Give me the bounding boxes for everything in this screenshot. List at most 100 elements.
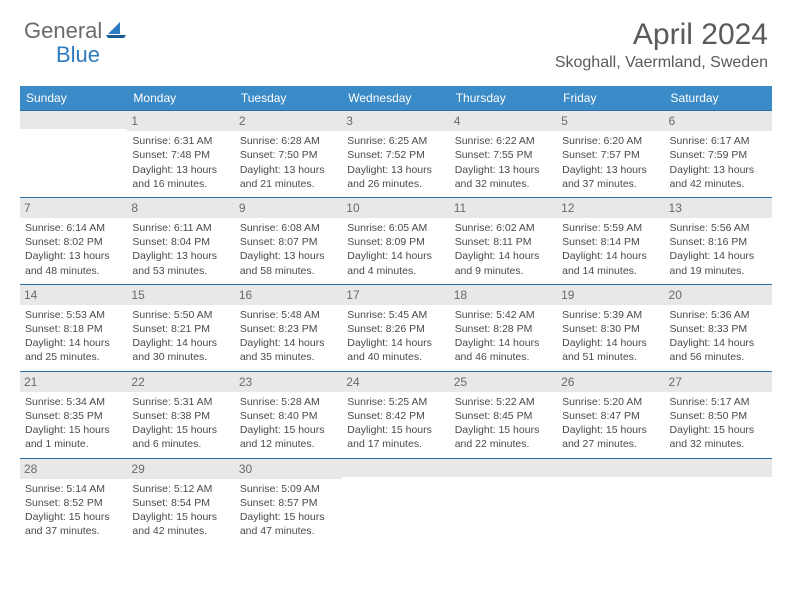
sunrise-text: Sunrise: 5:25 AM bbox=[347, 395, 444, 409]
calendar-cell: 16Sunrise: 5:48 AMSunset: 8:23 PMDayligh… bbox=[235, 284, 342, 371]
daylight-text: Daylight: 15 hours and 6 minutes. bbox=[132, 423, 229, 451]
sunset-text: Sunset: 8:38 PM bbox=[132, 409, 229, 423]
day-info: Sunrise: 5:09 AMSunset: 8:57 PMDaylight:… bbox=[239, 482, 338, 539]
day-number: 6 bbox=[665, 111, 772, 131]
daylight-text: Daylight: 15 hours and 32 minutes. bbox=[670, 423, 767, 451]
daylight-text: Daylight: 14 hours and 4 minutes. bbox=[347, 249, 444, 277]
sunrise-text: Sunrise: 5:48 AM bbox=[240, 308, 337, 322]
calendar-cell bbox=[20, 111, 127, 198]
daylight-text: Daylight: 14 hours and 14 minutes. bbox=[562, 249, 659, 277]
sunrise-text: Sunrise: 5:45 AM bbox=[347, 308, 444, 322]
day-number bbox=[342, 459, 449, 477]
sunrise-text: Sunrise: 5:34 AM bbox=[25, 395, 122, 409]
daylight-text: Daylight: 15 hours and 42 minutes. bbox=[132, 510, 229, 538]
day-number: 8 bbox=[127, 198, 234, 218]
day-number: 5 bbox=[557, 111, 664, 131]
calendar-cell: 17Sunrise: 5:45 AMSunset: 8:26 PMDayligh… bbox=[342, 284, 449, 371]
day-info: Sunrise: 6:08 AMSunset: 8:07 PMDaylight:… bbox=[239, 221, 338, 278]
day-number: 10 bbox=[342, 198, 449, 218]
day-number: 29 bbox=[127, 459, 234, 479]
sunset-text: Sunset: 8:33 PM bbox=[670, 322, 767, 336]
calendar-cell: 20 Sunrise: 5:36 AMSunset: 8:33 PMDayligh… bbox=[665, 284, 772, 371]
sunrise-text: Sunrise: 6:22 AM bbox=[455, 134, 552, 148]
day-info: Sunrise: 5:12 AMSunset: 8:54 PMDaylight:… bbox=[131, 482, 230, 539]
weekday-header: Saturday bbox=[665, 86, 772, 111]
daylight-text: Daylight: 14 hours and 35 minutes. bbox=[240, 336, 337, 364]
day-info: Sunrise: 5:39 AMSunset: 8:30 PMDaylight:… bbox=[561, 308, 660, 365]
calendar-cell: 22 Sunrise: 5:31 AMSunset: 8:38 PMDayligh… bbox=[127, 371, 234, 458]
sunset-text: Sunset: 8:28 PM bbox=[455, 322, 552, 336]
day-number: 22 bbox=[127, 372, 234, 392]
calendar-cell: 25Sunrise: 5:22 AMSunset: 8:45 PMDayligh… bbox=[450, 371, 557, 458]
daylight-text: Daylight: 13 hours and 53 minutes. bbox=[132, 249, 229, 277]
day-number bbox=[557, 459, 664, 477]
calendar-cell: 12Sunrise: 5:59 AMSunset: 8:14 PMDayligh… bbox=[557, 197, 664, 284]
sunset-text: Sunset: 8:42 PM bbox=[347, 409, 444, 423]
sunrise-text: Sunrise: 5:31 AM bbox=[132, 395, 229, 409]
daylight-text: Daylight: 14 hours and 19 minutes. bbox=[670, 249, 767, 277]
location-text: Skoghall, Vaermland, Sweden bbox=[555, 54, 768, 72]
sunset-text: Sunset: 7:59 PM bbox=[670, 148, 767, 162]
day-number: 18 bbox=[450, 285, 557, 305]
calendar-cell bbox=[342, 458, 449, 544]
day-info: Sunrise: 5:28 AMSunset: 8:40 PMDaylight:… bbox=[239, 395, 338, 452]
day-info: Sunrise: 5:45 AMSunset: 8:26 PMDaylight:… bbox=[346, 308, 445, 365]
calendar-cell: 4Sunrise: 6:22 AMSunset: 7:55 PMDaylight… bbox=[450, 111, 557, 198]
day-number: 21 bbox=[20, 372, 127, 392]
calendar-cell: 30 Sunrise: 5:09 AMSunset: 8:57 PMDayligh… bbox=[235, 458, 342, 544]
calendar-cell: 24 Sunrise: 5:25 AMSunset: 8:42 PMDayligh… bbox=[342, 371, 449, 458]
calendar-cell: 1Sunrise: 6:31 AMSunset: 7:48 PMDaylight… bbox=[127, 111, 234, 198]
logo: General Blue bbox=[24, 18, 128, 44]
daylight-text: Daylight: 14 hours and 56 minutes. bbox=[670, 336, 767, 364]
weekday-header: Monday bbox=[127, 86, 234, 111]
sunrise-text: Sunrise: 5:53 AM bbox=[25, 308, 122, 322]
day-number: 13 bbox=[665, 198, 772, 218]
calendar-cell: 3Sunrise: 6:25 AMSunset: 7:52 PMDaylight… bbox=[342, 111, 449, 198]
calendar-row: 28Sunrise: 5:14 AMSunset: 8:52 PMDayligh… bbox=[20, 458, 772, 544]
calendar-header-row: Sunday Monday Tuesday Wednesday Thursday… bbox=[20, 86, 772, 111]
day-number: 20 bbox=[665, 285, 772, 305]
calendar-cell: 18Sunrise: 5:42 AMSunset: 8:28 PMDayligh… bbox=[450, 284, 557, 371]
calendar-cell: 10Sunrise: 6:05 AMSunset: 8:09 PMDayligh… bbox=[342, 197, 449, 284]
calendar-row: 14 Sunrise: 5:53 AMSunset: 8:18 PMDayligh… bbox=[20, 284, 772, 371]
day-info: Sunrise: 5:36 AMSunset: 8:33 PMDaylight:… bbox=[669, 308, 768, 365]
daylight-text: Daylight: 15 hours and 47 minutes. bbox=[240, 510, 337, 538]
sunset-text: Sunset: 8:23 PM bbox=[240, 322, 337, 336]
calendar-body: 1Sunrise: 6:31 AMSunset: 7:48 PMDaylight… bbox=[20, 111, 772, 545]
calendar-cell bbox=[450, 458, 557, 544]
sunset-text: Sunset: 7:50 PM bbox=[240, 148, 337, 162]
calendar-cell: 19Sunrise: 5:39 AMSunset: 8:30 PMDayligh… bbox=[557, 284, 664, 371]
title-block: April 2024 Skoghall, Vaermland, Sweden bbox=[555, 18, 768, 72]
sunrise-text: Sunrise: 6:20 AM bbox=[562, 134, 659, 148]
day-info: Sunrise: 5:17 AMSunset: 8:50 PMDaylight:… bbox=[669, 395, 768, 452]
day-number: 4 bbox=[450, 111, 557, 131]
calendar-cell: 14 Sunrise: 5:53 AMSunset: 8:18 PMDayligh… bbox=[20, 284, 127, 371]
calendar-row: 21 Sunrise: 5:34 AMSunset: 8:35 PMDayligh… bbox=[20, 371, 772, 458]
day-number: 3 bbox=[342, 111, 449, 131]
calendar-cell: 13Sunrise: 5:56 AMSunset: 8:16 PMDayligh… bbox=[665, 197, 772, 284]
logo-word1: General bbox=[24, 18, 102, 44]
weekday-header: Friday bbox=[557, 86, 664, 111]
day-info: Sunrise: 6:28 AMSunset: 7:50 PMDaylight:… bbox=[239, 134, 338, 191]
day-number: 30 bbox=[235, 459, 342, 479]
weekday-header: Sunday bbox=[20, 86, 127, 111]
calendar-cell: 11Sunrise: 6:02 AMSunset: 8:11 PMDayligh… bbox=[450, 197, 557, 284]
sunrise-text: Sunrise: 5:28 AM bbox=[240, 395, 337, 409]
sunrise-text: Sunrise: 5:20 AM bbox=[562, 395, 659, 409]
day-info: Sunrise: 5:25 AMSunset: 8:42 PMDaylight:… bbox=[346, 395, 445, 452]
day-number: 14 bbox=[20, 285, 127, 305]
day-number: 2 bbox=[235, 111, 342, 131]
day-number: 24 bbox=[342, 372, 449, 392]
day-info: Sunrise: 5:53 AMSunset: 8:18 PMDaylight:… bbox=[24, 308, 123, 365]
day-info: Sunrise: 5:34 AMSunset: 8:35 PMDaylight:… bbox=[24, 395, 123, 452]
sunrise-text: Sunrise: 5:14 AM bbox=[25, 482, 122, 496]
calendar-cell: 27Sunrise: 5:17 AMSunset: 8:50 PMDayligh… bbox=[665, 371, 772, 458]
weekday-header: Tuesday bbox=[235, 86, 342, 111]
calendar-row: 1Sunrise: 6:31 AMSunset: 7:48 PMDaylight… bbox=[20, 111, 772, 198]
sunset-text: Sunset: 8:07 PM bbox=[240, 235, 337, 249]
daylight-text: Daylight: 15 hours and 27 minutes. bbox=[562, 423, 659, 451]
day-info: Sunrise: 5:31 AMSunset: 8:38 PMDaylight:… bbox=[131, 395, 230, 452]
weekday-header: Wednesday bbox=[342, 86, 449, 111]
sunset-text: Sunset: 8:11 PM bbox=[455, 235, 552, 249]
day-number bbox=[20, 111, 127, 129]
